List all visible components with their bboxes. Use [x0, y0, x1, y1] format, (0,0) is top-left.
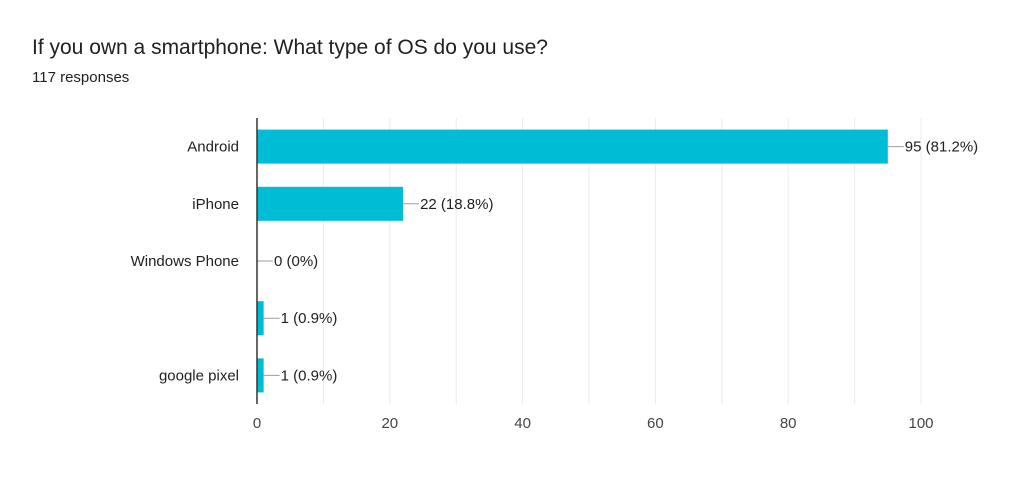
- bar[interactable]: [257, 301, 264, 336]
- value-label: 1 (0.9%): [281, 310, 338, 327]
- category-label: Android: [187, 139, 239, 156]
- response-count: 117 responses: [32, 69, 130, 86]
- x-tick-label: 20: [381, 415, 398, 432]
- category-label: google pixel: [159, 367, 239, 384]
- x-tick-label: 80: [780, 415, 797, 432]
- value-label: 22 (18.8%): [420, 196, 493, 213]
- value-label: 1 (0.9%): [281, 367, 338, 384]
- x-tick-label: 40: [514, 415, 531, 432]
- x-tick-label: 60: [647, 415, 664, 432]
- category-label: Windows Phone: [131, 253, 239, 270]
- chart-title: If you own a smartphone: What type of OS…: [32, 36, 548, 59]
- category-label: iPhone: [192, 196, 239, 213]
- x-tick-label: 100: [908, 415, 933, 432]
- value-label: 0 (0%): [274, 253, 318, 270]
- bar[interactable]: [257, 358, 264, 393]
- bar[interactable]: [257, 129, 888, 164]
- x-tick-label: 0: [253, 415, 261, 432]
- value-label: 95 (81.2%): [905, 139, 978, 156]
- bar[interactable]: [257, 186, 404, 221]
